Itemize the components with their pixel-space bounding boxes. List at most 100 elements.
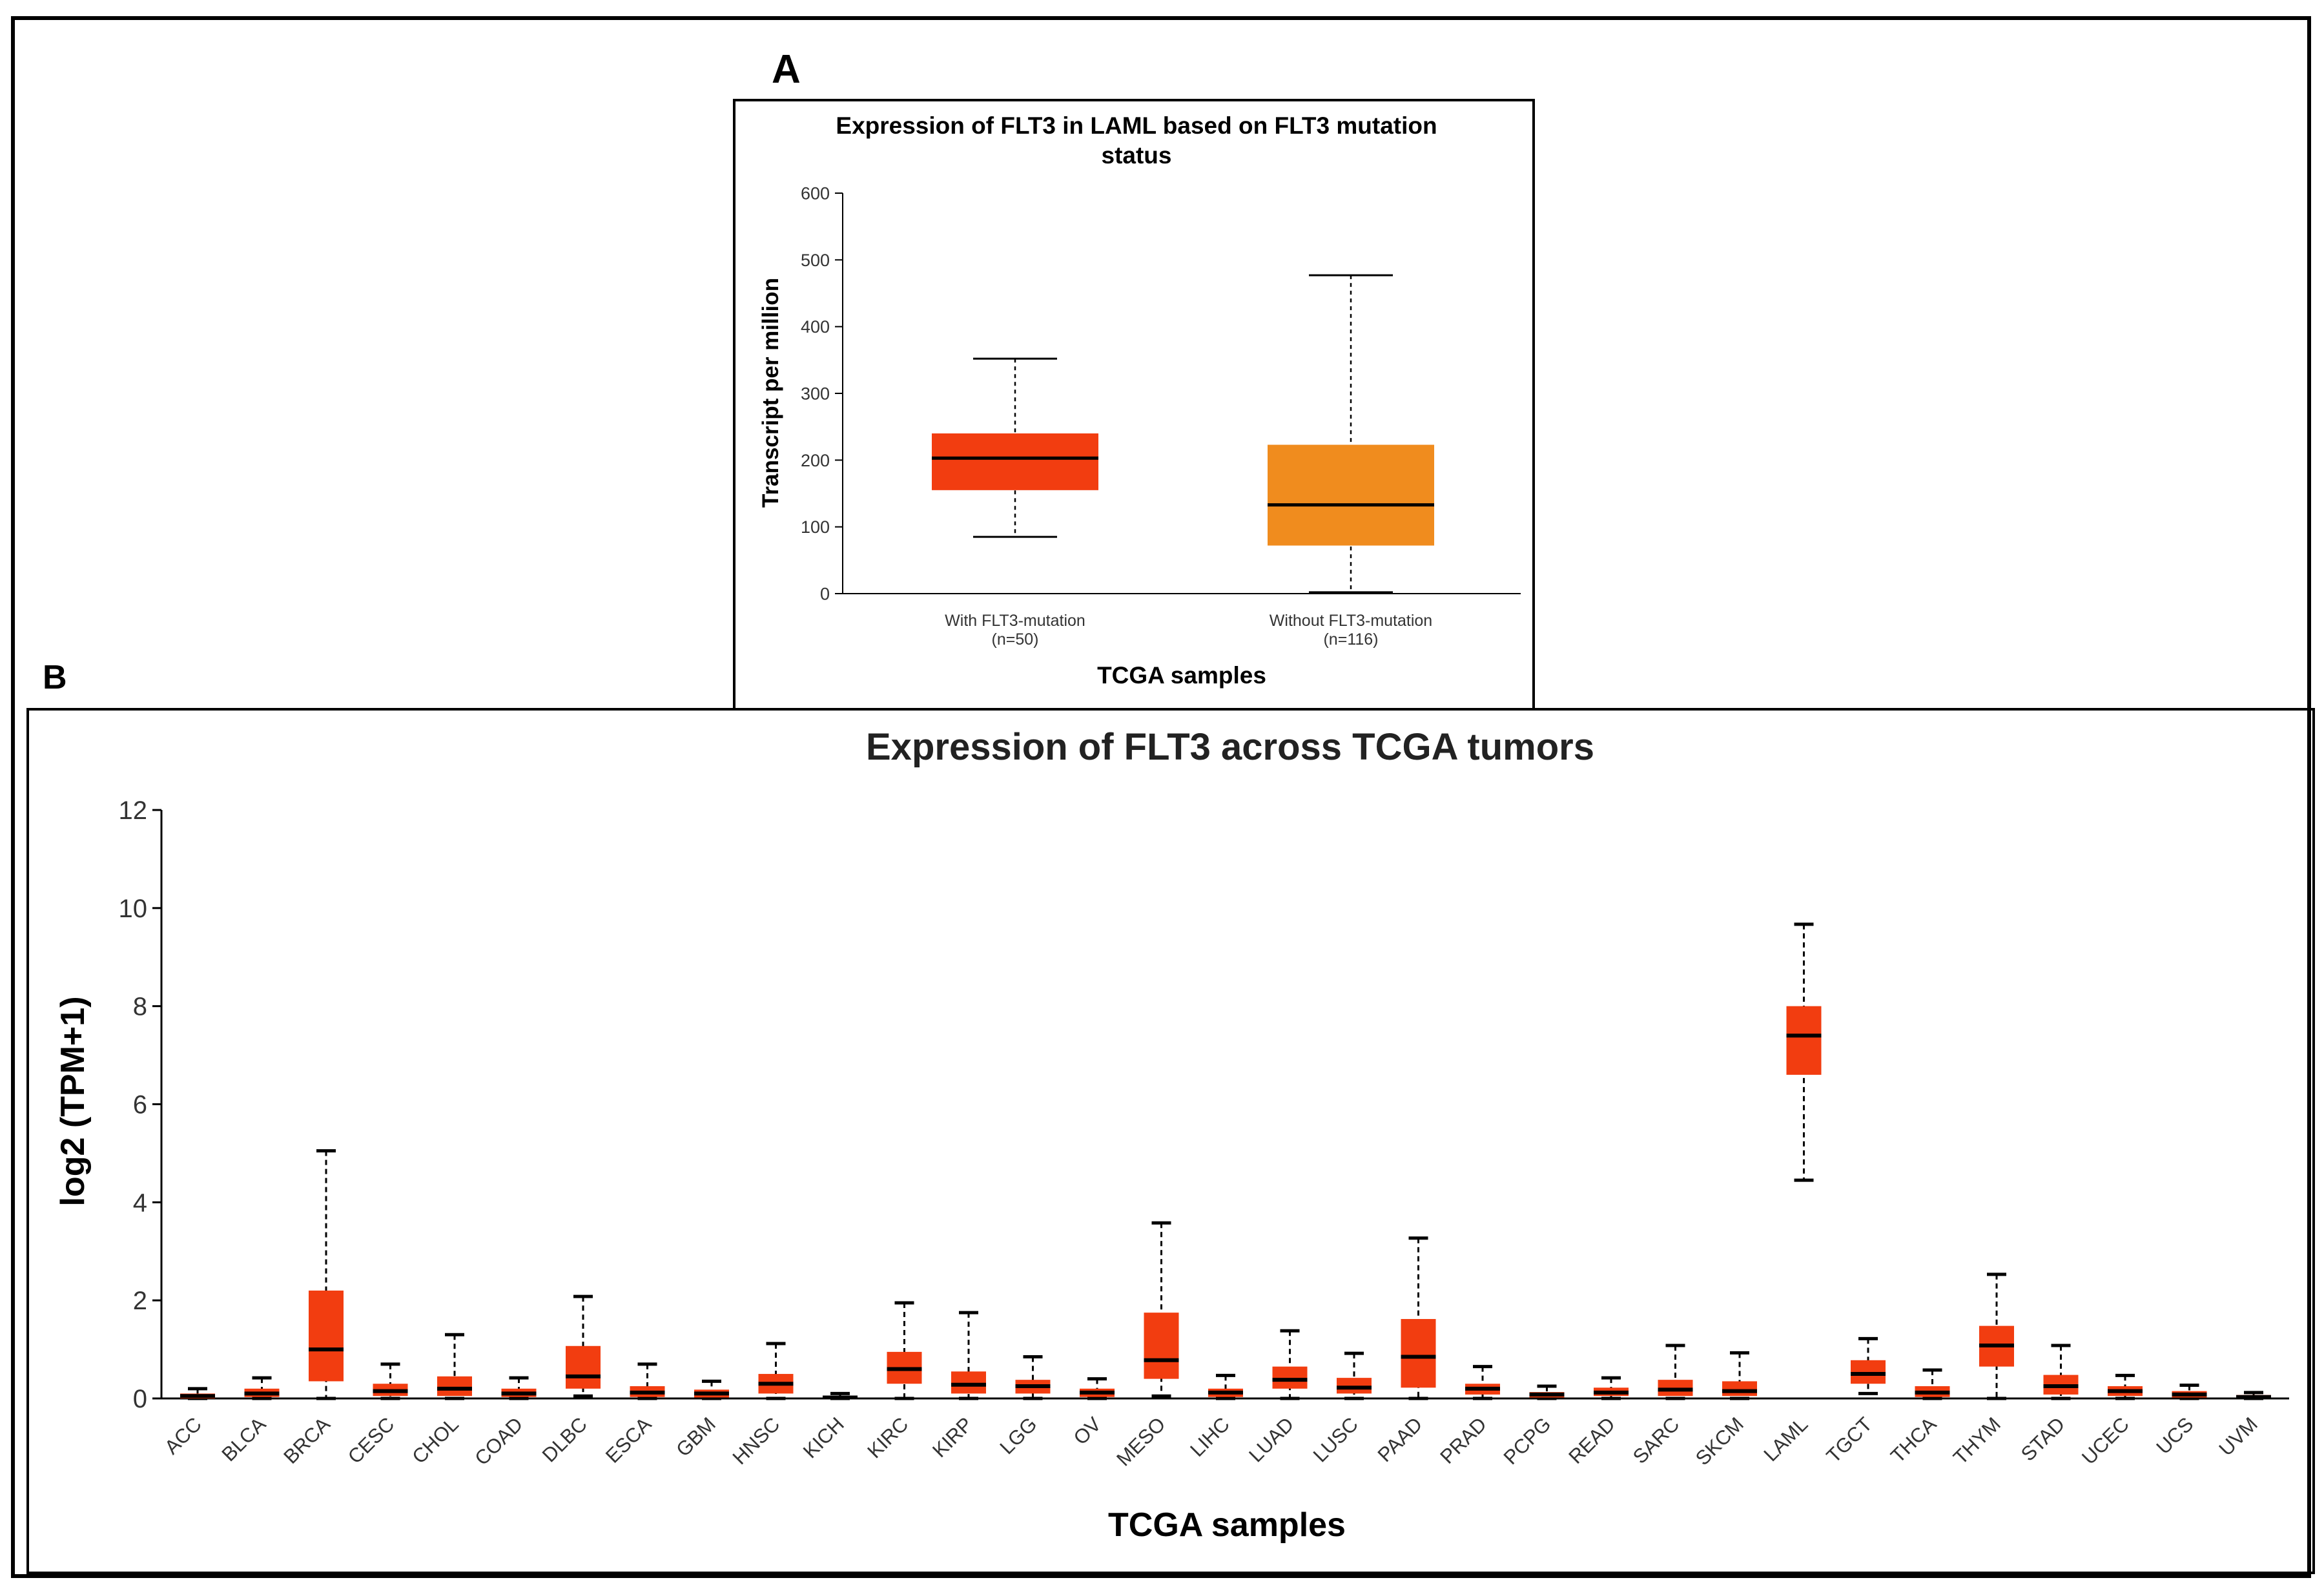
panel-b-box-ucec: UCEC — [2077, 1373, 2143, 1469]
panel-b-y-axis-label: log2 (TPM+1) — [54, 996, 92, 1206]
panel-b-y-tick-label: 8 — [133, 993, 147, 1021]
panel-b-x-tick-label: PCPG — [1499, 1413, 1556, 1469]
panel-b-box-sarc: SARC — [1629, 1344, 1693, 1468]
panel-b-box-kich: KICH — [799, 1391, 858, 1462]
panel-a-boxes: With FLT3-mutation(n=50) Without FLT3-mut… — [932, 274, 1434, 649]
panel-b-box-read: READ — [1564, 1376, 1629, 1468]
panel-b-x-tick-label: PRAD — [1435, 1413, 1491, 1468]
panel-a-x-axis-label: TCGA samples — [1097, 662, 1266, 689]
figure-frame — [11, 16, 2311, 1578]
panel-b-x-tick-label: STAD — [2017, 1413, 2070, 1466]
panel-b-box-blca: BLCA — [217, 1376, 280, 1466]
panel-b-box-brca: BRCA — [279, 1149, 344, 1468]
panel-b-iqr-box — [1144, 1313, 1179, 1379]
panel-b-x-tick-label: HNSC — [728, 1413, 785, 1469]
panel-a-y-tick-label: 400 — [801, 317, 830, 337]
panel-b-x-tick-label: SKCM — [1691, 1413, 1748, 1470]
panel-b-iqr-box — [1722, 1381, 1757, 1397]
panel-b-box-paad: PAAD — [1373, 1236, 1436, 1466]
panel-b-iqr-box — [1851, 1360, 1886, 1384]
panel-b-box-coad: COAD — [470, 1376, 537, 1470]
panel-b-boxes: ACC BLCA BRCA CESC CHOL COAD DLBC ESCA GBM HNSC KI… — [160, 922, 2271, 1471]
panel-a-iqr-box — [932, 433, 1098, 490]
panel-a-box-with-flt3-mutation: With FLT3-mutation(n=50) — [932, 357, 1098, 649]
panel-b-box-skcm: SKCM — [1691, 1351, 1757, 1470]
panel-b-box-prad: PRAD — [1435, 1365, 1500, 1468]
panel-b-x-tick-label: THYM — [1949, 1413, 2005, 1469]
panel-b-iqr-box — [951, 1371, 986, 1394]
panel-a-x-tick-label: With FLT3-mutation — [945, 612, 1085, 630]
panel-b-x-tick-label: LIHC — [1186, 1413, 1234, 1461]
panel-b-box-ucs: UCS — [2152, 1384, 2207, 1459]
panel-b-x-tick-label: UCEC — [2077, 1413, 2134, 1469]
panel-b-y-tick-label: 10 — [119, 895, 148, 923]
panel-b-label: B — [43, 659, 67, 696]
panel-b-box-lihc: LIHC — [1186, 1373, 1243, 1461]
panel-b-frame — [26, 708, 2315, 1574]
panel-a-label: A — [772, 47, 801, 92]
panel-b-x-tick-label: CHOL — [407, 1413, 463, 1468]
panel-a-y-tick-label: 300 — [801, 384, 830, 403]
panel-a-y-tick-label: 100 — [801, 517, 830, 537]
panel-b-box-esca: ESCA — [601, 1362, 665, 1468]
panel-b-x-tick-label: UCS — [2152, 1413, 2197, 1459]
panel-b-box-uvm: UVM — [2214, 1391, 2271, 1460]
panel-b-x-tick-label: MESO — [1112, 1413, 1169, 1470]
panel-a-iqr-box — [1268, 444, 1434, 546]
panel-b-x-tick-label: KIRC — [863, 1413, 912, 1462]
panel-b-box-laml: LAML — [1759, 922, 1822, 1466]
panel-b-iqr-box — [566, 1345, 601, 1389]
panel-a-y-tick-label: 0 — [820, 584, 830, 603]
panel-a-x-tick-count: (n=50) — [992, 630, 1039, 649]
panel-b-x-tick-label: PAAD — [1373, 1413, 1427, 1466]
panel-b-box-lgg: LGG — [995, 1355, 1051, 1459]
panel-a-y-tick-label: 600 — [801, 183, 830, 203]
panel-a-title-line-2: status — [1102, 142, 1172, 169]
panel-a-y-tick-label: 200 — [801, 451, 830, 470]
panel-b-x-tick-label: BRCA — [279, 1413, 334, 1468]
panel-b-y-tick-label: 2 — [133, 1287, 147, 1315]
panel-b-iqr-box — [1272, 1366, 1308, 1389]
panel-b-box-tgct: TGCT — [1822, 1336, 1886, 1468]
panel-b-iqr-box — [1786, 1006, 1822, 1075]
panel-b-x-tick-label: CESC — [344, 1413, 399, 1468]
panel-b-x-tick-label: LAML — [1759, 1413, 1812, 1466]
panel-b-box-thca: THCA — [1886, 1368, 1950, 1468]
panel-a-box-without-flt3-mutation: Without FLT3-mutation(n=116) — [1268, 274, 1434, 649]
panel-b-axes: 0 2 4 6 8 10 12 — [119, 796, 2289, 1413]
panel-a-y-axis-label: Transcript per million — [758, 278, 783, 508]
panel-a-frame — [733, 99, 1535, 711]
panel-b-x-tick-label: OV — [1069, 1413, 1106, 1449]
panel-b-x-tick-label: KICH — [799, 1413, 848, 1462]
panel-b-x-tick-label: BLCA — [217, 1413, 270, 1466]
panel-b-x-axis-label: TCGA samples — [1108, 1506, 1346, 1544]
panel-a-x-tick-label: Without FLT3-mutation — [1270, 612, 1432, 630]
panel-a-title-line-1: Expression of FLT3 in LAML based on FLT3… — [836, 112, 1437, 139]
panel-b-x-tick-label: SARC — [1629, 1413, 1684, 1468]
panel-b-iqr-box — [309, 1290, 344, 1382]
panel-a-x-tick-count: (n=116) — [1323, 630, 1378, 649]
panel-b-box-kirp: KIRP — [928, 1311, 986, 1462]
panel-b-iqr-box — [1401, 1319, 1436, 1388]
panel-b-box-cesc: CESC — [344, 1362, 408, 1468]
panel-b-x-tick-label: GBM — [672, 1413, 720, 1461]
panel-b-y-tick-label: 6 — [133, 1091, 147, 1119]
panel-b-x-tick-label: KIRP — [928, 1413, 977, 1462]
panel-b-box-dlbc: DLBC — [538, 1294, 601, 1466]
panel-b-y-tick-label: 4 — [133, 1189, 147, 1217]
panel-b-box-chol: CHOL — [407, 1333, 472, 1468]
panel-b-box-ov: OV — [1069, 1377, 1115, 1449]
panel-b-x-tick-label: THCA — [1886, 1413, 1941, 1468]
panel-b-x-tick-label: LGG — [995, 1413, 1041, 1459]
panel-b-title: Expression of FLT3 across TCGA tumors — [866, 726, 1594, 768]
panel-b-x-tick-label: LUAD — [1244, 1413, 1298, 1466]
panel-b-x-tick-label: TGCT — [1822, 1413, 1877, 1467]
panel-b-x-tick-label: LUSC — [1309, 1413, 1363, 1466]
panel-b-box-meso: MESO — [1112, 1221, 1179, 1471]
panel-b-iqr-box — [437, 1376, 472, 1397]
panel-b-x-tick-label: ACC — [160, 1413, 206, 1459]
panel-b: Expression of FLT3 across TCGA tumors lo… — [26, 708, 2315, 1574]
panel-b-box-thym: THYM — [1949, 1272, 2014, 1469]
panel-b-box-gbm: GBM — [672, 1379, 729, 1461]
